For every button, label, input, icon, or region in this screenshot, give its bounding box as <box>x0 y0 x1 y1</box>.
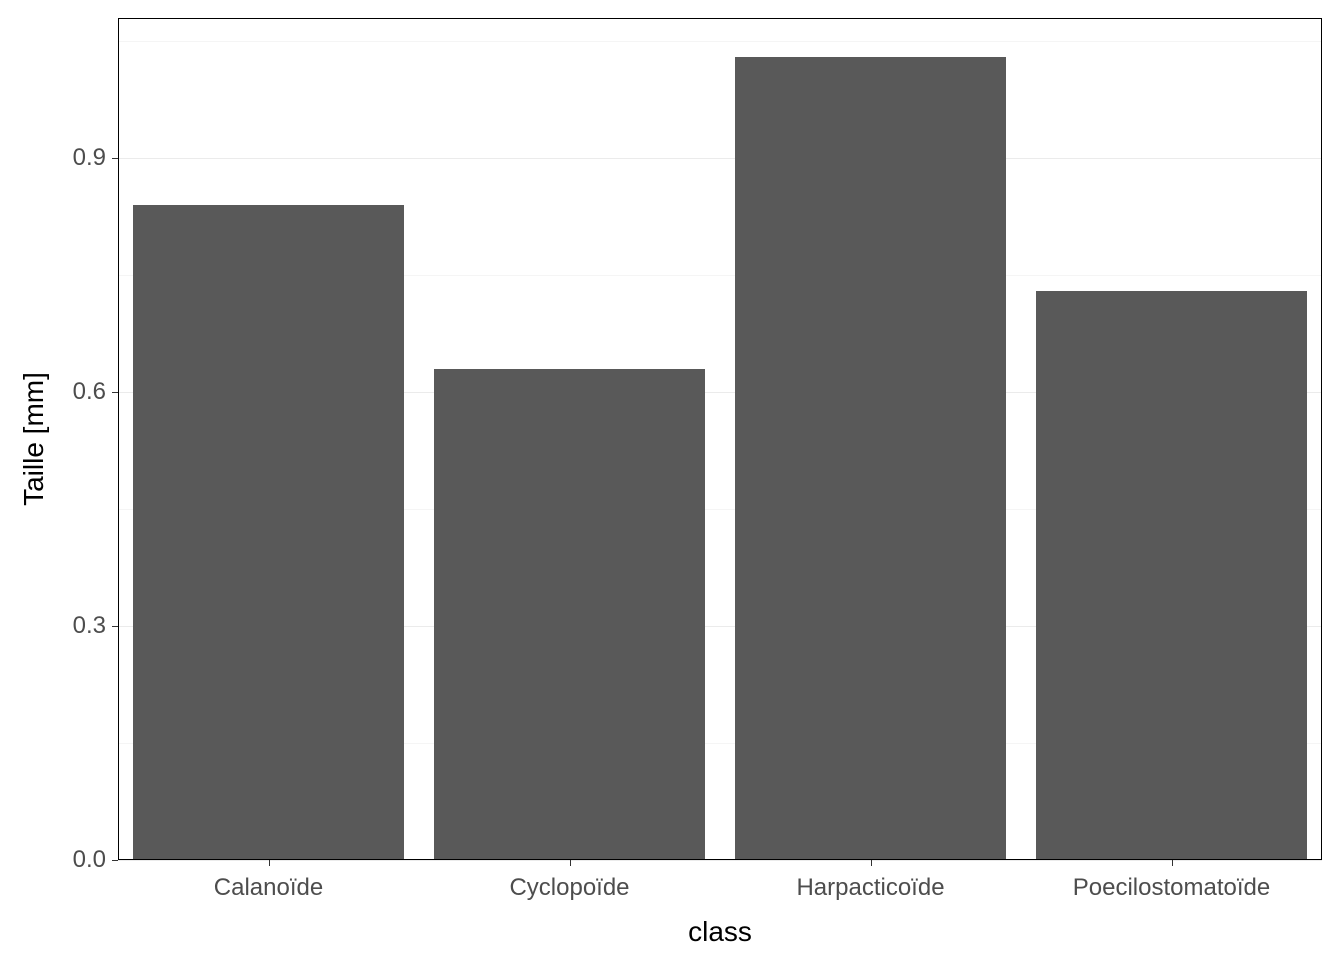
gridline-minor <box>118 41 1322 42</box>
y-tick-mark <box>112 392 118 393</box>
bar <box>735 57 1006 860</box>
gridline-major <box>118 860 1322 861</box>
x-tick-mark <box>570 860 571 866</box>
y-tick-label: 0.6 <box>73 378 106 406</box>
y-tick-label: 0.9 <box>73 144 106 172</box>
plot-area <box>118 18 1322 860</box>
y-tick-label: 0.3 <box>73 612 106 640</box>
y-tick-label: 0.0 <box>73 846 106 874</box>
bar <box>434 369 705 860</box>
x-tick-label: Poecilostomatoïde <box>1073 874 1270 902</box>
chart-container: Taille [mm] class 0.0 0.3 0.6 0.9 Calanoïde C… <box>0 0 1344 960</box>
y-tick-mark <box>112 626 118 627</box>
x-tick-mark <box>871 860 872 866</box>
y-tick-mark <box>112 158 118 159</box>
x-tick-label: Calanoïde <box>214 874 323 902</box>
bar <box>133 205 404 860</box>
y-axis-title: Taille [mm] <box>18 372 50 506</box>
x-tick-label: Cyclopoïde <box>509 874 629 902</box>
x-tick-mark <box>269 860 270 866</box>
gridline-major <box>118 158 1322 159</box>
x-tick-label: Harpacticoïde <box>796 874 944 902</box>
x-axis-title: class <box>688 916 752 948</box>
x-tick-mark <box>1172 860 1173 866</box>
y-tick-mark <box>112 860 118 861</box>
bar <box>1036 291 1307 860</box>
